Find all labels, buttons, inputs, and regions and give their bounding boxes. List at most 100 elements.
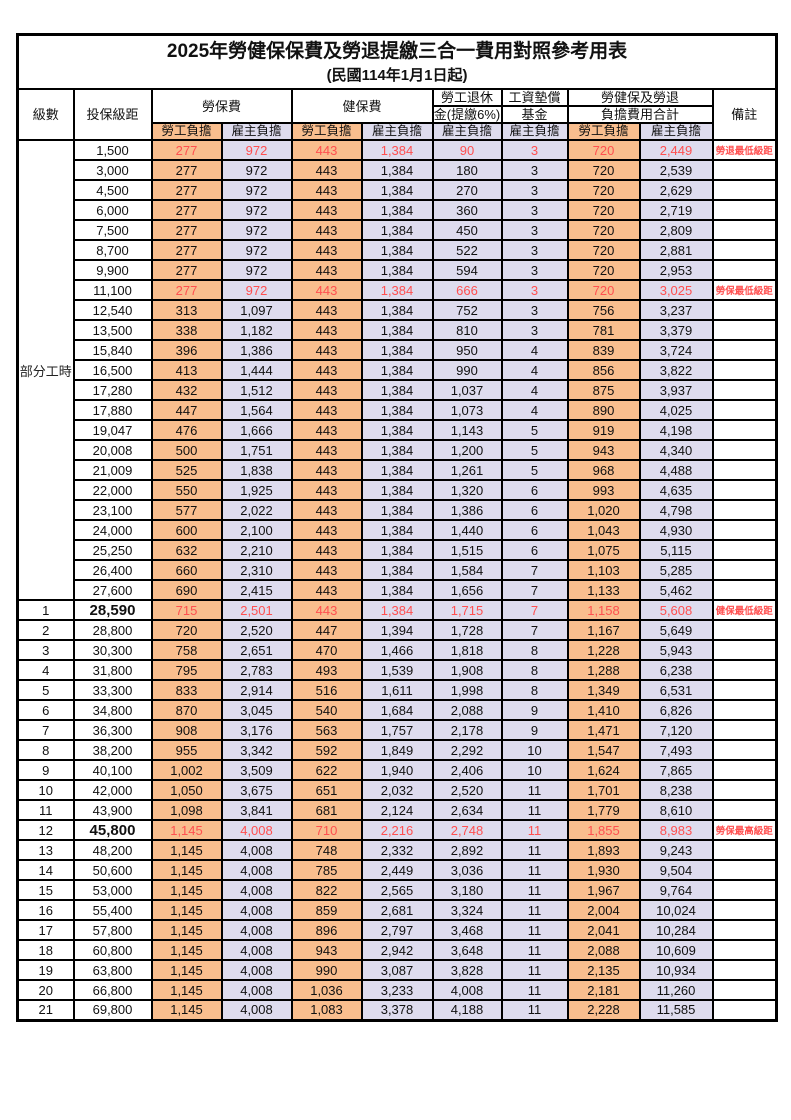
cell-health-employer: 2,942 [360,939,434,961]
cell-wage-fund-employer: 5 [500,439,569,461]
cell-level: 17 [16,919,75,941]
cell-total-employer: 7,120 [638,719,714,741]
cell-total-employer: 4,930 [638,519,714,541]
cell-pension-employer: 3,828 [431,959,503,981]
cell-labor-employer: 4,008 [220,999,293,1021]
cell-salary-bracket: 55,400 [72,899,153,921]
table-row: 24,000 600 2,100 443 1,384 1,440 6 1,043 4,930 [18,519,778,541]
cell-remark [711,219,778,241]
cell-health-employer: 1,384 [360,539,434,561]
table-row: 3 30,300 758 2,651 470 1,466 1,818 8 1,228 5,943 [16,639,778,661]
cell-pension-employer: 1,386 [431,499,503,521]
cell-health-employee: 443 [290,359,363,381]
table-row: 27,600 690 2,415 443 1,384 1,656 7 1,133 5,462 [18,579,778,601]
table-row: 11,100 277 972 443 1,384 666 3 720 3,025 勞保最低級距 [18,279,778,301]
cell-health-employee: 443 [290,539,363,561]
cell-remark [711,959,778,981]
cell-salary-bracket: 33,300 [72,679,153,701]
cell-pension-employer: 666 [431,279,503,301]
cell-health-employee: 651 [290,779,363,801]
cell-health-employer: 1,384 [360,459,434,481]
cell-salary-bracket: 66,800 [72,979,153,1001]
cell-health-employer: 3,233 [360,979,434,1001]
cell-health-employer: 1,384 [360,319,434,341]
table-row: 17,280 432 1,512 443 1,384 1,037 4 875 3,937 [18,379,778,401]
cell-wage-fund-employer: 9 [500,699,569,721]
cell-labor-employee: 313 [150,299,223,321]
table-row: 8 38,200 955 3,342 592 1,849 2,292 10 1,547 7,493 [16,739,778,761]
cell-pension-employer: 1,998 [431,679,503,701]
cell-health-employee: 681 [290,799,363,821]
cell-remark [711,319,778,341]
table-row: 3,000 277 972 443 1,384 180 3 720 2,539 [18,159,778,181]
cell-labor-employee: 600 [150,519,223,541]
cell-total-employee: 1,133 [566,579,641,601]
cell-labor-employer: 4,008 [220,979,293,1001]
header-wage-fund-employer: 雇主負擔 [500,122,569,141]
cell-labor-employer: 3,509 [220,759,293,781]
cell-labor-employer: 2,520 [220,619,293,641]
cell-salary-bracket: 30,300 [72,639,153,661]
cell-labor-employer: 1,182 [220,319,293,341]
cell-remark [711,299,778,321]
header-total-employee: 勞工負擔 [566,122,641,141]
table-row: 20 66,800 1,145 4,008 1,036 3,233 4,008 11 2,181… [16,979,778,1001]
cell-total-employee: 1,228 [566,639,641,661]
cell-health-employer: 1,384 [360,479,434,501]
cell-salary-bracket: 6,000 [72,199,153,221]
table-row: 14 50,600 1,145 4,008 785 2,449 3,036 11 1,930 9,… [16,859,778,881]
cell-health-employee: 443 [290,559,363,581]
cell-health-employer: 1,384 [360,139,434,161]
cell-labor-employer: 4,008 [220,919,293,941]
cell-total-employee: 1,471 [566,719,641,741]
cell-health-employee: 443 [290,319,363,341]
cell-labor-employer: 972 [220,219,293,241]
table-row: 18 60,800 1,145 4,008 943 2,942 3,648 11 2,088 10… [16,939,778,961]
cell-total-employee: 875 [566,379,641,401]
cell-wage-fund-employer: 11 [500,779,569,801]
cell-total-employer: 6,238 [638,659,714,681]
cell-total-employee: 1,167 [566,619,641,641]
cell-labor-employee: 908 [150,719,223,741]
cell-labor-employee: 277 [150,139,223,161]
cell-salary-bracket: 63,800 [72,959,153,981]
cell-level: 16 [16,899,75,921]
cell-health-employer: 1,384 [360,579,434,601]
cell-level: 13 [16,839,75,861]
cell-labor-employee: 413 [150,359,223,381]
cell-total-employee: 1,893 [566,839,641,861]
cell-health-employee: 443 [290,459,363,481]
cell-total-employee: 968 [566,459,641,481]
cell-wage-fund-employer: 11 [500,879,569,901]
cell-salary-bracket: 4,500 [72,179,153,201]
cell-pension-employer: 1,656 [431,579,503,601]
cell-health-employee: 443 [290,339,363,361]
cell-total-employer: 2,881 [638,239,714,261]
table-row: 25,250 632 2,210 443 1,384 1,515 6 1,075 5,115 [18,539,778,561]
table-row: 7 36,300 908 3,176 563 1,757 2,178 9 1,471 7,120 [16,719,778,741]
cell-total-employer: 5,115 [638,539,714,561]
cell-wage-fund-employer: 8 [500,659,569,681]
cell-total-employee: 2,004 [566,899,641,921]
cell-pension-employer: 3,036 [431,859,503,881]
cell-pension-employer: 1,584 [431,559,503,581]
cell-total-employee: 720 [566,199,641,221]
cell-total-employer: 9,504 [638,859,714,881]
cell-health-employee: 443 [290,179,363,201]
cell-pension-employer: 594 [431,259,503,281]
cell-pension-employer: 752 [431,299,503,321]
cell-health-employer: 2,797 [360,919,434,941]
cell-labor-employee: 277 [150,279,223,301]
cell-remark [711,739,778,761]
cell-health-employee: 443 [290,579,363,601]
cell-wage-fund-employer: 4 [500,339,569,361]
cell-wage-fund-employer: 11 [500,939,569,961]
cell-total-employer: 4,488 [638,459,714,481]
cell-labor-employer: 3,342 [220,739,293,761]
cell-labor-employee: 277 [150,259,223,281]
cell-health-employer: 2,124 [360,799,434,821]
cell-salary-bracket: 42,000 [72,779,153,801]
cell-total-employer: 9,243 [638,839,714,861]
cell-wage-fund-employer: 6 [500,479,569,501]
table-row: 部分工時 1,500 277 972 443 1,384 90 3 720 2,449 勞退最低級距 [16,139,778,601]
